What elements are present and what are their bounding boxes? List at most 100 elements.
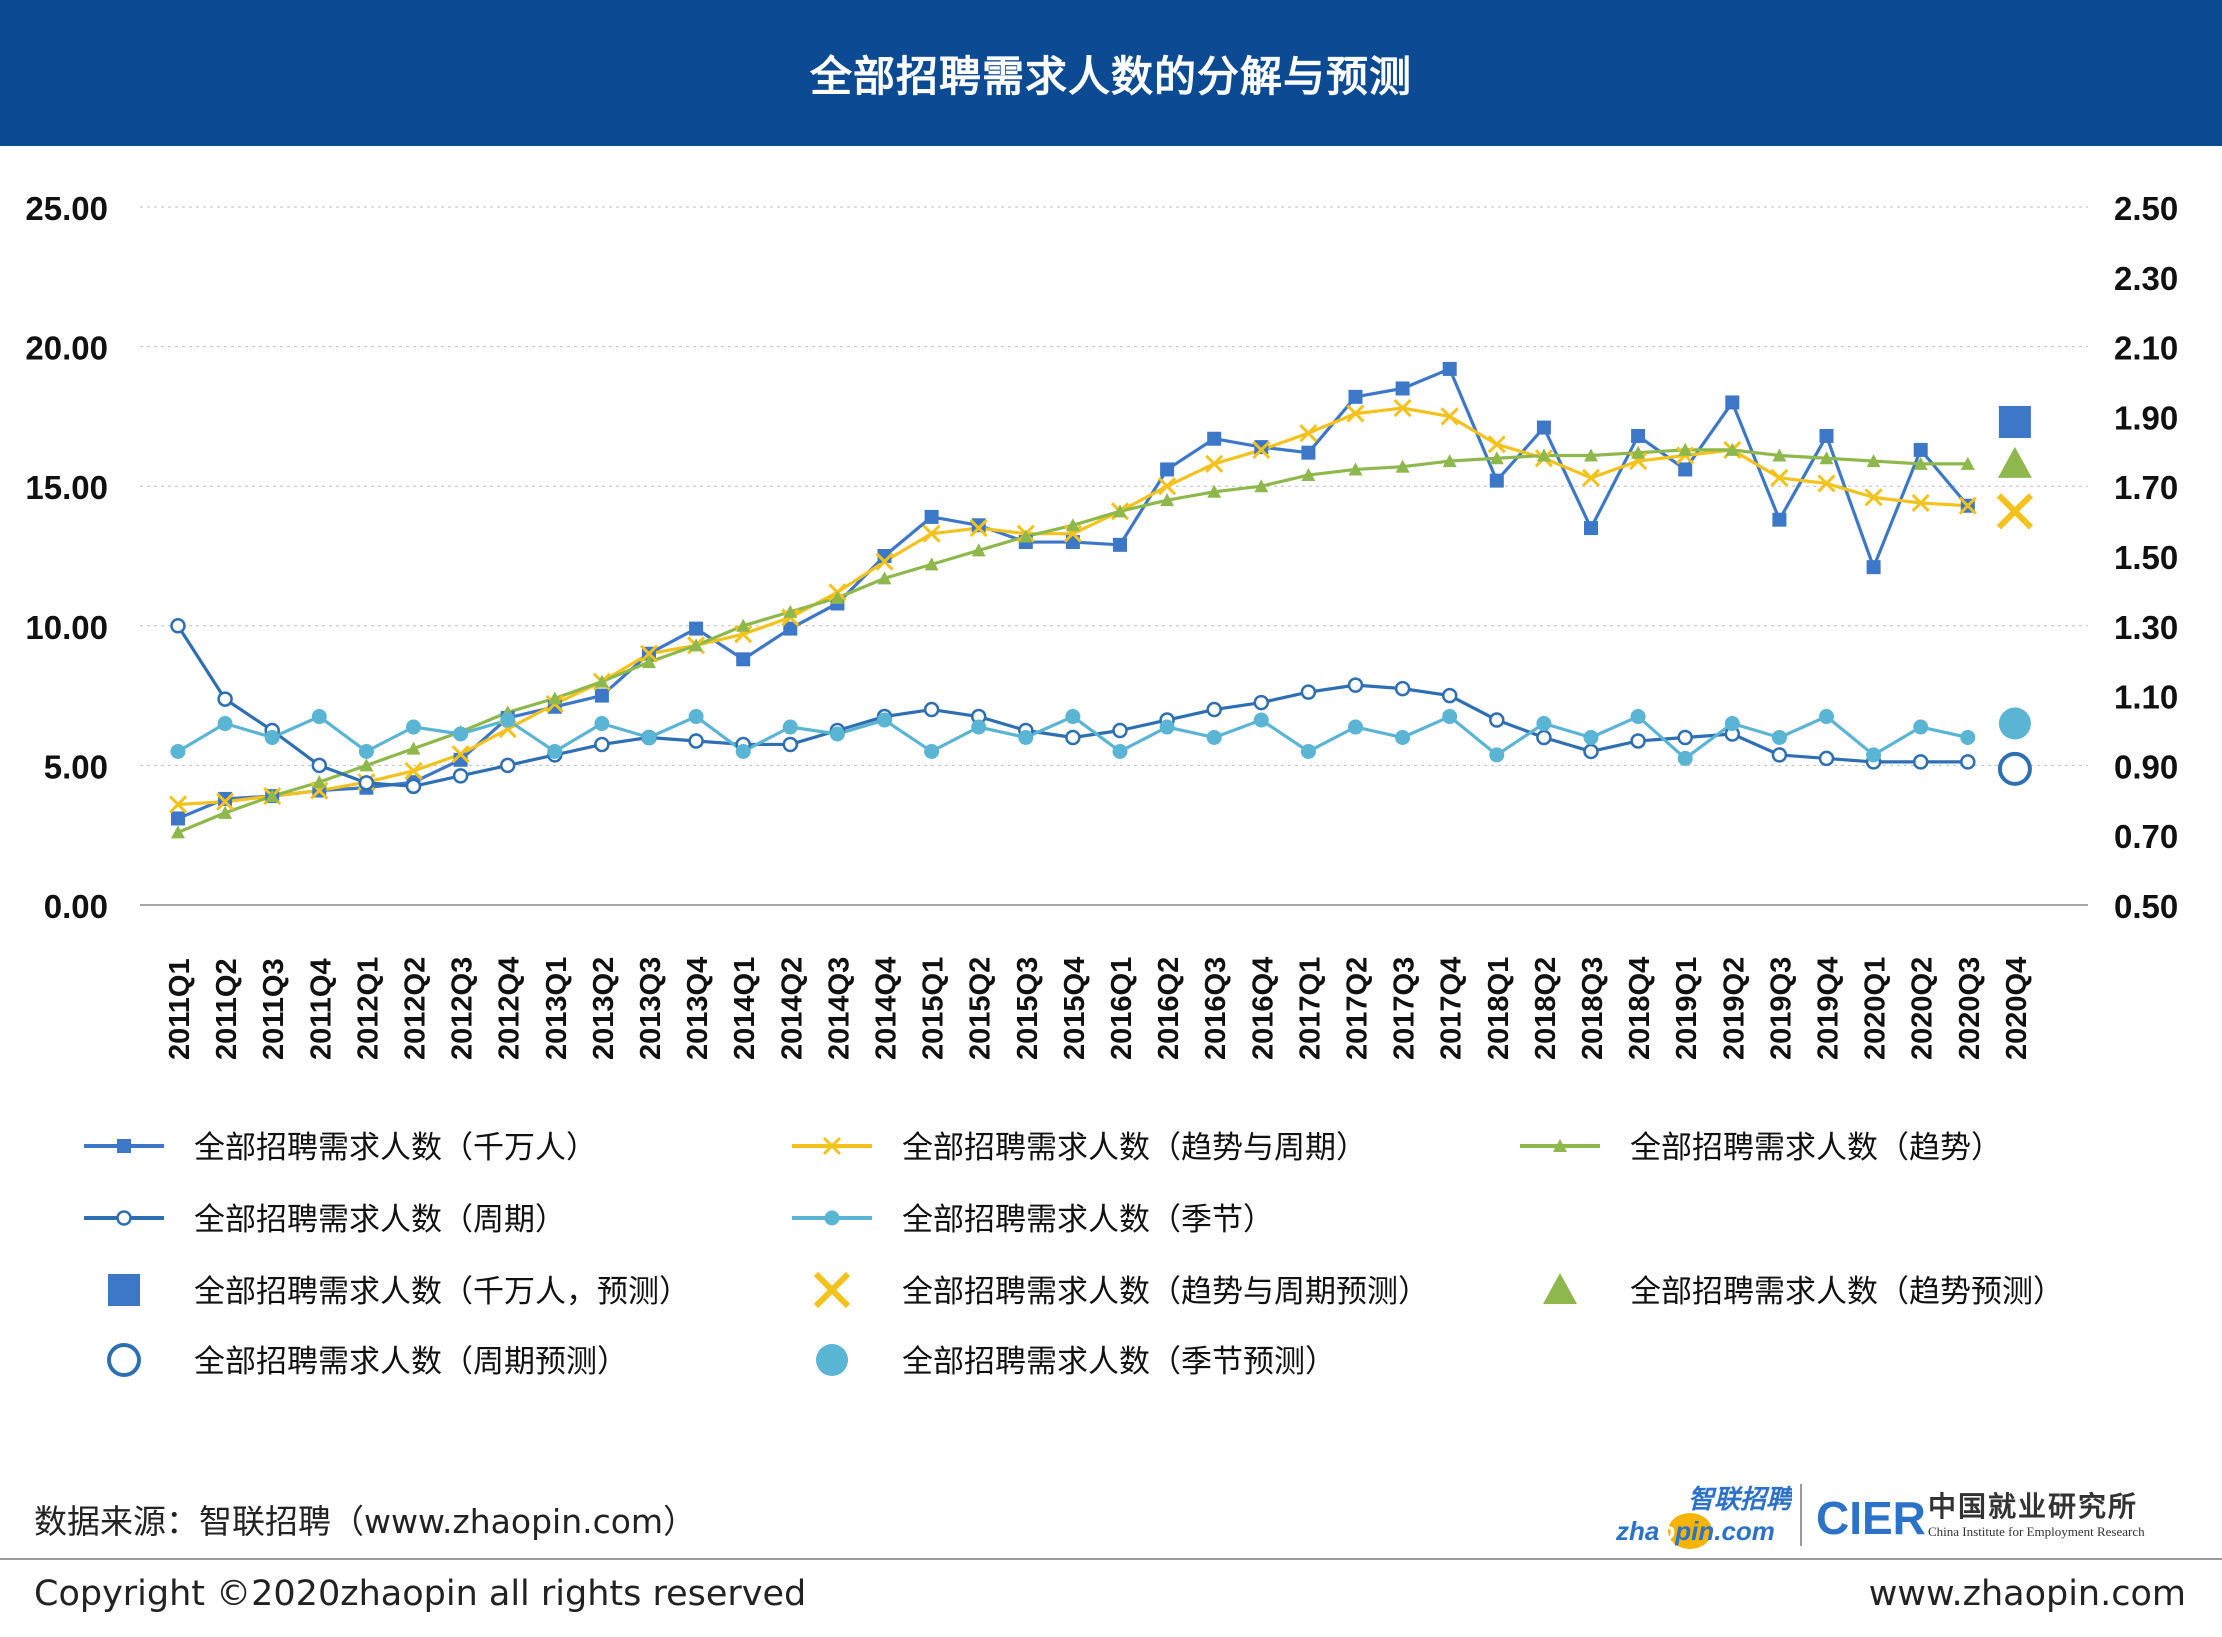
gridlines <box>140 206 2088 906</box>
data-point <box>358 743 374 759</box>
legend-item: 全部招聘需求人数（季节预测） <box>816 1344 1336 1380</box>
data-point <box>1913 456 1928 470</box>
data-point <box>971 719 987 735</box>
data-point <box>404 761 423 781</box>
data-point <box>1770 468 1789 487</box>
data-point <box>1018 729 1034 745</box>
x-tick-label: 2019Q4 <box>1813 957 1845 1060</box>
legend-label: 全部招聘需求人数（季节） <box>902 1202 1274 1238</box>
y-left-tick-label: 15.00 <box>25 469 108 506</box>
data-point-stroke <box>1864 488 1883 507</box>
data-point <box>406 741 421 755</box>
data-point <box>1913 442 1928 457</box>
series-line-2 <box>177 448 1968 834</box>
data-point <box>1911 493 1930 513</box>
data-point <box>1442 454 1457 468</box>
data-point-stroke <box>216 792 235 811</box>
legend-label: 全部招聘需求人数（趋势） <box>1630 1130 2002 1166</box>
data-point <box>1395 459 1410 473</box>
y-left-tick-label: 10.00 <box>25 609 108 646</box>
x-tick-label: 2013Q1 <box>541 957 573 1060</box>
data-point-stroke <box>1487 435 1506 454</box>
data-point <box>1300 684 1317 700</box>
data-point <box>1817 474 1836 493</box>
data-point <box>1442 709 1458 725</box>
data-point <box>1678 442 1693 456</box>
data-point <box>594 736 610 753</box>
data-point <box>971 518 986 533</box>
data-point <box>688 709 704 725</box>
data-point <box>1018 529 1033 543</box>
data-point-stroke <box>1158 477 1177 496</box>
forecast-point <box>1998 707 2031 740</box>
data-point <box>547 691 562 705</box>
x-tick-label: 2011Q1 <box>164 958 196 1060</box>
series-markers-4 <box>170 709 1976 766</box>
data-point <box>452 768 469 784</box>
data-point <box>1536 448 1551 462</box>
data-point <box>923 701 940 718</box>
data-point <box>689 621 704 636</box>
data-source-note: 数据来源：智联招聘（www.zhaopin.com） <box>34 1502 697 1541</box>
y-right-tick-label: 1.30 <box>2114 609 2178 646</box>
data-point <box>1112 743 1128 759</box>
logo-divider <box>1800 1484 1802 1546</box>
cier-en-text: China Institute for Employment Research <box>1928 1524 2145 1539</box>
footer-url: www.zhaopin.com <box>1868 1574 2186 1614</box>
data-point <box>1913 719 1929 735</box>
legend-marker <box>107 1343 141 1377</box>
data-point <box>312 775 327 789</box>
data-point <box>782 736 799 753</box>
legend-marker <box>824 1210 840 1226</box>
data-point <box>1584 448 1598 462</box>
data-point <box>1487 435 1506 454</box>
data-point <box>311 709 327 725</box>
data-point <box>922 524 941 543</box>
series-markers-2 <box>171 442 1975 839</box>
data-point <box>875 552 894 571</box>
data-point <box>1725 442 1740 456</box>
data-point <box>642 655 656 669</box>
y-right-tick-label: 2.50 <box>2114 190 2178 227</box>
data-point <box>1630 709 1646 725</box>
x-tick-label: 2014Q3 <box>823 957 855 1060</box>
data-point <box>594 716 610 732</box>
data-point <box>1772 512 1787 527</box>
x-tick-label: 2019Q1 <box>1671 957 1703 1060</box>
data-point <box>1489 451 1504 465</box>
data-point <box>218 805 233 819</box>
legend-label: 全部招聘需求人数（周期预测） <box>194 1344 628 1380</box>
data-point <box>1442 361 1457 376</box>
x-tick-label: 2019Q3 <box>1765 957 1797 1060</box>
data-point <box>1348 389 1363 404</box>
data-point-stroke <box>1958 496 1977 515</box>
x-tick-label: 2011Q4 <box>305 958 337 1060</box>
data-point <box>1393 398 1412 418</box>
data-point <box>1301 445 1316 460</box>
data-point <box>1158 477 1177 496</box>
x-tick-label: 2015Q3 <box>1012 957 1044 1060</box>
data-point <box>639 644 659 663</box>
forecast-marker-group-6 <box>1996 493 2034 530</box>
series-line-3 <box>176 624 1968 788</box>
x-tick-label: 2013Q4 <box>682 957 714 1060</box>
data-point-stroke <box>1252 440 1271 459</box>
data-point <box>1630 733 1646 749</box>
data-point <box>688 733 704 749</box>
data-point <box>1819 428 1834 443</box>
data-point <box>1254 440 1269 455</box>
y-right-tick-label: 1.90 <box>2114 399 2178 436</box>
data-point <box>877 712 892 728</box>
cier-logo: CIER 中国就业研究所 China Institute for Employm… <box>1816 1490 2145 1544</box>
x-tick-label: 2014Q1 <box>729 957 761 1060</box>
legend-marker <box>1543 1273 1577 1304</box>
data-point-stroke <box>404 761 423 781</box>
data-point <box>1206 729 1222 745</box>
zhaopin-url-text: zhaopin.com <box>1615 1516 1775 1546</box>
data-point <box>924 509 939 524</box>
legend-label: 全部招聘需求人数（趋势与周期） <box>902 1130 1367 1166</box>
y-right-tick-label: 0.50 <box>2114 888 2178 925</box>
legend-marker <box>816 1344 848 1376</box>
chart-area: 0.00 5.00 10.00 15.00 20.00 25.00 0.50 0.70 0.90… <box>25 190 2178 1380</box>
data-point <box>1677 729 1693 746</box>
